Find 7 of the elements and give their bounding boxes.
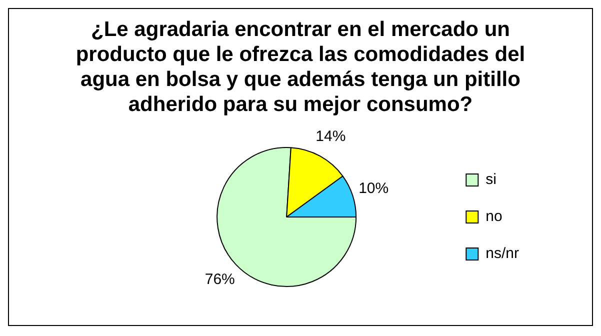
data-label: 76% bbox=[204, 270, 235, 288]
data-label: 10% bbox=[358, 180, 389, 197]
data-label: 14% bbox=[316, 128, 346, 145]
legend-label: ns/nr bbox=[486, 245, 520, 262]
legend-label: no bbox=[486, 208, 502, 226]
chart-title: ¿Le agradaria encontrar en el mercado un producto que le ofrezca las comodidades del agua en bolsa y que además tenga un pitillo adherido para su mejor consumo? bbox=[74, 17, 526, 117]
legend-label: si bbox=[486, 171, 496, 188]
